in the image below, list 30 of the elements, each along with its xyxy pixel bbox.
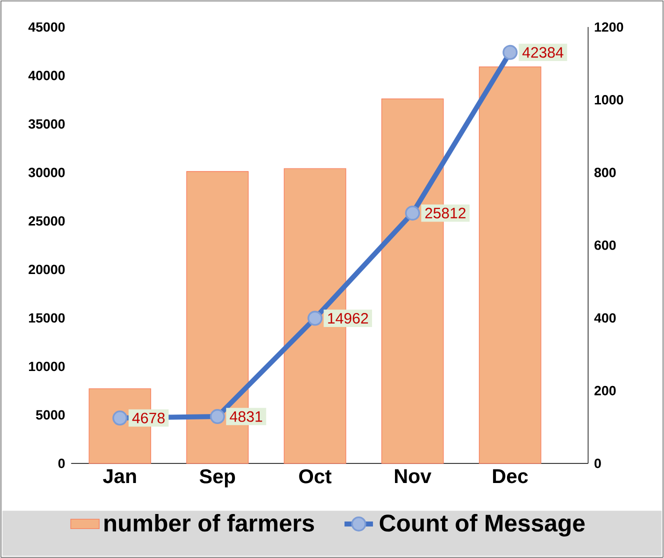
y-tick-label: 40000 <box>28 70 65 80</box>
y-tick-label: 30000 <box>28 168 65 178</box>
y-tick-label: 35000 <box>28 119 65 129</box>
y2-tick-label: 1200 <box>594 22 624 32</box>
y2-tick-label: 800 <box>594 168 616 178</box>
legend-label: number of farmers <box>104 514 314 532</box>
x-tick-label: Nov <box>394 469 432 484</box>
y-tick-label: 45000 <box>28 22 65 32</box>
x-tick-label: Dec <box>493 469 528 484</box>
y-tick-label: 15000 <box>29 313 65 323</box>
x-tick-label: Oct <box>299 469 332 484</box>
y-tick-label: 25000 <box>28 216 65 226</box>
y2-tick-label: 600 <box>594 240 616 250</box>
bar <box>478 66 542 464</box>
x-tick-label: Jan <box>102 469 136 484</box>
y-tick-label: 5000 <box>36 410 65 420</box>
data-label: 42384 <box>522 46 564 58</box>
x-tick-label: Sep <box>200 469 235 488</box>
y2-tick-label: 400 <box>594 313 616 323</box>
y-tick-label: 20000 <box>28 264 65 274</box>
y2-tick-label: 1000 <box>594 94 624 104</box>
data-label: 14962 <box>328 312 368 324</box>
y-tick-label: 10000 <box>29 362 65 372</box>
y2-tick-label: 0 <box>594 458 601 468</box>
data-label: 4678 <box>132 412 165 424</box>
y2-tick-label: 200 <box>594 386 616 396</box>
y-tick-label: 0 <box>58 458 65 468</box>
data-label: 25812 <box>425 208 466 218</box>
data-label: 4831 <box>230 411 262 422</box>
legend-label: Count of Message <box>380 514 585 536</box>
